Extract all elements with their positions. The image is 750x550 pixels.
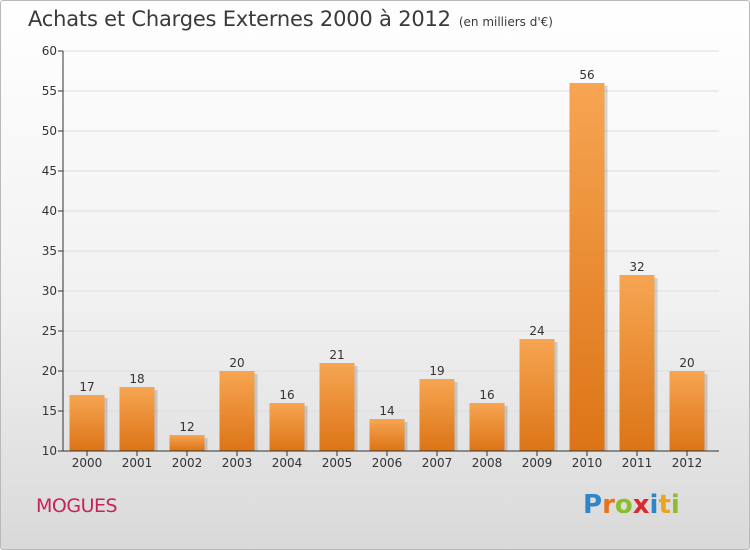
data-label: 21 [329, 348, 344, 362]
y-tick-label: 15 [42, 404, 57, 418]
data-label: 16 [479, 388, 494, 402]
data-label: 56 [579, 68, 594, 82]
bars [69, 83, 708, 451]
x-tick-label: 2006 [372, 456, 403, 470]
y-tick-label: 25 [42, 324, 57, 338]
x-tick-label: 2005 [322, 456, 353, 470]
logo-letter: P [583, 490, 603, 520]
data-label: 20 [229, 356, 244, 370]
chart-title: Achats et Charges Externes 2000 à 2012 (e… [28, 7, 553, 31]
bar [469, 403, 505, 451]
x-tick-label: 2003 [222, 456, 253, 470]
x-tick-label: 2004 [272, 456, 303, 470]
data-label: 14 [379, 404, 394, 418]
proxiti-logo[interactable]: Proxiti [583, 490, 680, 520]
chart-unit: (en milliers d'€) [458, 15, 553, 29]
data-label: 19 [429, 364, 444, 378]
data-label: 18 [129, 372, 144, 386]
data-label: 17 [79, 380, 94, 394]
y-tick-label: 60 [42, 44, 57, 58]
y-tick-label: 40 [42, 204, 57, 218]
axes [58, 50, 719, 456]
chart-title-text: Achats et Charges Externes 2000 à 2012 [28, 7, 451, 31]
x-tick-label: 2008 [472, 456, 503, 470]
y-tick-label: 45 [42, 164, 57, 178]
data-label: 24 [529, 324, 544, 338]
logo-letter: o [614, 490, 633, 520]
logo-letter: i [649, 490, 659, 520]
y-tick-label: 55 [42, 84, 57, 98]
logo-letter: t [658, 490, 671, 520]
bar [219, 371, 255, 451]
data-label: 32 [629, 260, 644, 274]
x-tick-label: 2009 [522, 456, 553, 470]
x-tick-label: 2010 [572, 456, 603, 470]
bar [269, 403, 305, 451]
logo-letter: i [670, 490, 680, 520]
x-tick-label: 2007 [422, 456, 453, 470]
x-tick-label: 2012 [672, 456, 703, 470]
y-tick-label: 30 [42, 284, 57, 298]
y-tick-label: 20 [42, 364, 57, 378]
bar [569, 83, 605, 451]
bar [619, 275, 655, 451]
bar [369, 419, 405, 451]
bar [419, 379, 455, 451]
city-name: MOGUES [36, 495, 118, 517]
y-tick-label: 10 [42, 444, 57, 458]
data-label: 16 [279, 388, 294, 402]
logo-letter: x [632, 490, 650, 520]
bar [669, 371, 705, 451]
labels: 10 15 20 25 30 35 40 45 50 55 60 2000 17 2001 18 2002 12… [42, 44, 703, 470]
grid-lines [63, 50, 719, 412]
x-tick-label: 2000 [72, 456, 103, 470]
x-tick-label: 2001 [122, 456, 153, 470]
y-tick-label: 50 [42, 124, 57, 138]
bar [519, 339, 555, 451]
bar [69, 395, 105, 451]
data-label: 12 [179, 420, 194, 434]
x-tick-label: 2002 [172, 456, 203, 470]
x-tick-label: 2011 [622, 456, 653, 470]
data-label: 20 [679, 356, 694, 370]
bar [119, 387, 155, 451]
bar [319, 363, 355, 451]
y-tick-label: 35 [42, 244, 57, 258]
logo-letter: r [602, 490, 615, 520]
bar [169, 435, 205, 451]
